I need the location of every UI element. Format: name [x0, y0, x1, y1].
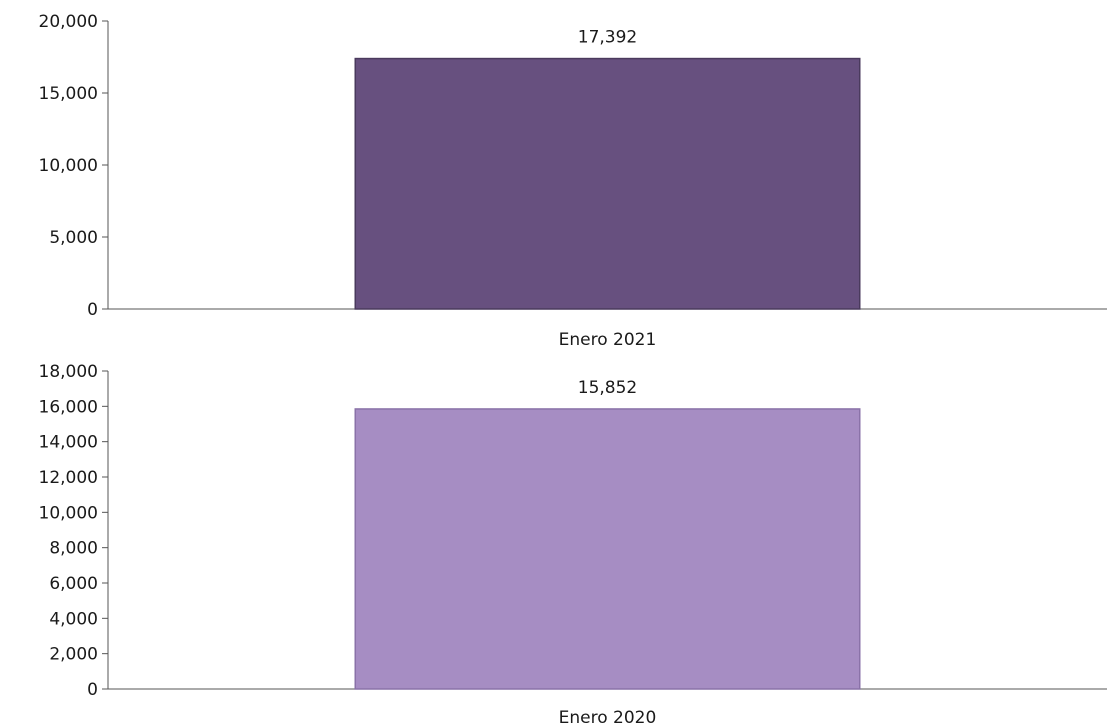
chart-enero-2020: 0 2,000 4,000 6,000 8,000 10,000 12,000 14,000 1…: [39, 364, 1107, 728]
y-tick-label: 5,000: [49, 228, 98, 248]
y-tick-label: 15,000: [39, 84, 98, 104]
y-tick-label: 0: [87, 680, 98, 700]
x-category-label: Enero 2021: [559, 330, 657, 350]
y-tick-label: 18,000: [39, 364, 98, 382]
chart-enero-2021: 0 5,000 10,000 15,000 20,000 17,392 Enero 2021: [39, 12, 1107, 350]
bar: [354, 57, 861, 310]
data-label: 17,392: [578, 28, 637, 48]
bar: [354, 408, 861, 690]
y-tick-label: 16,000: [39, 397, 98, 417]
y-tick-label: 12,000: [39, 468, 98, 488]
y-tick-label: 6,000: [49, 574, 98, 594]
data-label: 15,852: [578, 378, 637, 398]
y-tick-label: 4,000: [49, 609, 98, 629]
y-tick-label: 14,000: [39, 433, 98, 453]
y-tick-label: 10,000: [39, 156, 98, 176]
y-tick-label: 0: [87, 300, 98, 320]
y-tick-label: 10,000: [39, 503, 98, 523]
y-tick-label: 8,000: [49, 539, 98, 559]
y-tick-label: 2,000: [49, 645, 98, 665]
y-tick-label: 20,000: [39, 12, 98, 32]
x-category-label: Enero 2020: [559, 708, 657, 728]
